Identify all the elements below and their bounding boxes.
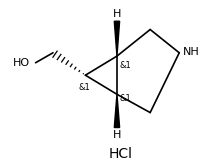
Polygon shape <box>114 94 120 128</box>
Text: &1: &1 <box>120 61 131 70</box>
Text: H: H <box>113 130 121 140</box>
Text: H: H <box>113 9 121 19</box>
Text: &1: &1 <box>120 94 131 103</box>
Text: HCl: HCl <box>109 147 133 161</box>
Text: HO: HO <box>13 58 30 68</box>
Polygon shape <box>114 21 120 56</box>
Text: NH: NH <box>183 47 199 57</box>
Text: &1: &1 <box>79 84 90 93</box>
